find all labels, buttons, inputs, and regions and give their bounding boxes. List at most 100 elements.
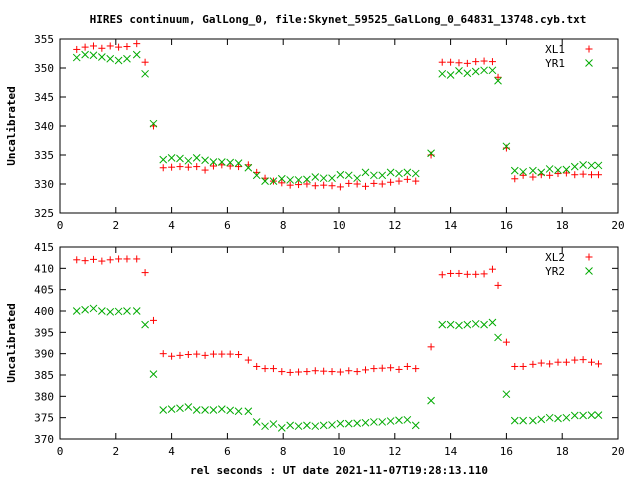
data-point <box>217 405 226 413</box>
data-point <box>554 166 562 174</box>
data-point <box>209 350 217 358</box>
data-point <box>480 57 488 65</box>
data-point <box>546 171 554 179</box>
data-point <box>587 411 596 419</box>
x-tick-label: 6 <box>224 219 231 232</box>
data-point <box>209 158 218 166</box>
x-tick-label: 12 <box>388 219 401 232</box>
data-point <box>133 40 141 48</box>
data-point <box>545 413 554 422</box>
data-point <box>587 171 595 179</box>
data-point <box>378 171 387 180</box>
legend-marker <box>585 59 593 67</box>
data-point <box>201 166 209 174</box>
data-point <box>217 158 226 166</box>
x-tick-label: 14 <box>444 445 458 458</box>
data-point <box>201 351 209 359</box>
data-point <box>403 415 412 424</box>
data-point <box>480 270 488 278</box>
data-point <box>511 362 519 370</box>
data-point <box>403 168 412 177</box>
data-point <box>519 362 527 370</box>
data-point <box>234 407 243 416</box>
legend-label: YR2 <box>545 265 565 278</box>
data-point <box>141 69 149 78</box>
data-point <box>286 176 295 184</box>
data-point <box>193 163 201 171</box>
data-point <box>519 416 527 425</box>
data-point <box>455 59 463 67</box>
x-tick-label: 20 <box>611 219 624 232</box>
data-point <box>218 350 226 358</box>
x-tick-label: 6 <box>224 445 231 458</box>
data-point <box>545 165 554 173</box>
data-point <box>494 281 502 289</box>
data-point <box>537 359 545 367</box>
data-point <box>295 368 303 376</box>
data-point <box>438 58 446 66</box>
data-point <box>277 424 286 432</box>
data-point <box>201 406 209 414</box>
data-point <box>123 54 131 63</box>
data-point <box>303 175 311 184</box>
data-point <box>594 411 603 419</box>
y-tick-label: 390 <box>34 348 54 361</box>
data-point <box>562 165 571 174</box>
data-point <box>427 149 435 158</box>
data-point <box>311 422 320 431</box>
data-point <box>149 370 158 379</box>
data-point <box>81 305 89 314</box>
data-point <box>132 50 141 59</box>
data-point <box>362 182 370 190</box>
data-point <box>159 350 167 358</box>
data-point <box>168 352 176 360</box>
data-point <box>336 368 344 376</box>
x-tick-label: 16 <box>500 445 513 458</box>
data-point <box>193 350 201 358</box>
data-point <box>252 418 261 426</box>
y-tick-label: 405 <box>34 284 54 297</box>
data-point <box>378 418 387 426</box>
data-point <box>570 162 579 171</box>
data-point <box>98 257 106 265</box>
data-point <box>311 173 320 181</box>
data-point <box>123 307 131 315</box>
legend-marker <box>585 45 593 53</box>
data-point <box>378 180 386 188</box>
data-point <box>529 360 537 368</box>
data-point <box>72 53 81 62</box>
data-point <box>488 318 497 327</box>
x-tick-label: 10 <box>332 219 345 232</box>
y-tick-label: 330 <box>34 178 54 191</box>
data-point <box>159 164 167 172</box>
data-point <box>472 58 480 66</box>
data-point <box>167 405 176 413</box>
data-point <box>311 367 319 375</box>
y-tick-label: 380 <box>34 390 54 403</box>
x-tick-label: 0 <box>57 445 64 458</box>
data-point <box>361 168 370 177</box>
x-tick-label: 12 <box>388 445 401 458</box>
data-point <box>587 358 595 366</box>
data-point <box>370 171 378 180</box>
data-point <box>387 364 395 372</box>
data-point <box>554 414 562 423</box>
data-point <box>562 169 570 177</box>
data-point <box>537 168 546 177</box>
panel-bottom: 0 2 4 6 8 10 12 14 16 18 20 370 375 380 385 390 395 400 40… <box>5 241 625 477</box>
data-point <box>184 163 192 171</box>
data-point <box>537 415 546 424</box>
x-tick-label: 0 <box>57 219 64 232</box>
data-point <box>89 42 97 50</box>
data-point <box>295 181 303 189</box>
data-point <box>395 365 403 373</box>
legend-label: XL2 <box>545 251 565 264</box>
data-point <box>370 179 378 187</box>
data-point <box>502 142 511 151</box>
data-point <box>395 169 403 178</box>
data-point <box>471 67 480 76</box>
data-point <box>176 351 184 359</box>
data-point <box>278 368 286 376</box>
data-point <box>361 418 370 427</box>
data-point <box>320 367 328 375</box>
